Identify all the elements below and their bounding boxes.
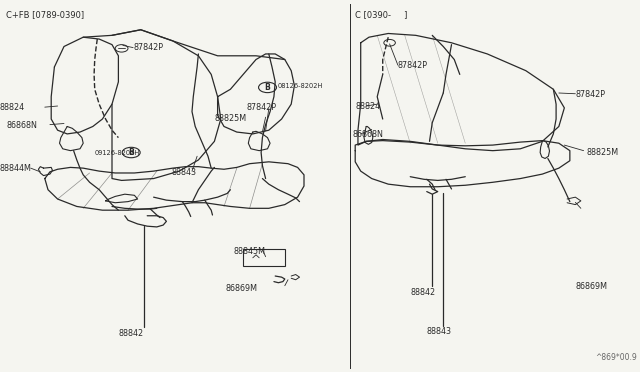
Text: 88843: 88843 [427,327,452,336]
Text: 88825M: 88825M [586,148,618,157]
Text: 86869M: 86869M [575,282,607,291]
Text: 88844M: 88844M [0,164,32,173]
Text: 88842: 88842 [410,288,435,296]
Text: 88843: 88843 [172,169,196,177]
Text: C+FB [0789-0390]: C+FB [0789-0390] [6,10,84,19]
Text: 87842P: 87842P [398,61,428,70]
Text: ^869*00.9: ^869*00.9 [595,353,637,362]
Text: B: B [265,83,270,92]
Text: 86868N: 86868N [6,121,37,130]
Bar [243,249,285,266]
Text: 87842P: 87842P [133,43,163,52]
Text: C [0390-     ]: C [0390- ] [355,10,408,19]
Text: 88824: 88824 [355,102,380,111]
Text: B: B [129,148,134,157]
Text: 09126-8202H: 09126-8202H [95,150,140,156]
Text: 88845M: 88845M [234,247,266,256]
Text: 87842P: 87842P [246,103,276,112]
Text: 86869M: 86869M [225,284,257,293]
Text: 88824: 88824 [0,103,25,112]
Text: 08126-8202H: 08126-8202H [278,83,323,89]
Text: 87842P: 87842P [575,90,605,99]
Text: 86868N: 86868N [353,130,383,139]
Text: 88825M: 88825M [214,114,246,123]
Text: 88842: 88842 [118,329,143,338]
